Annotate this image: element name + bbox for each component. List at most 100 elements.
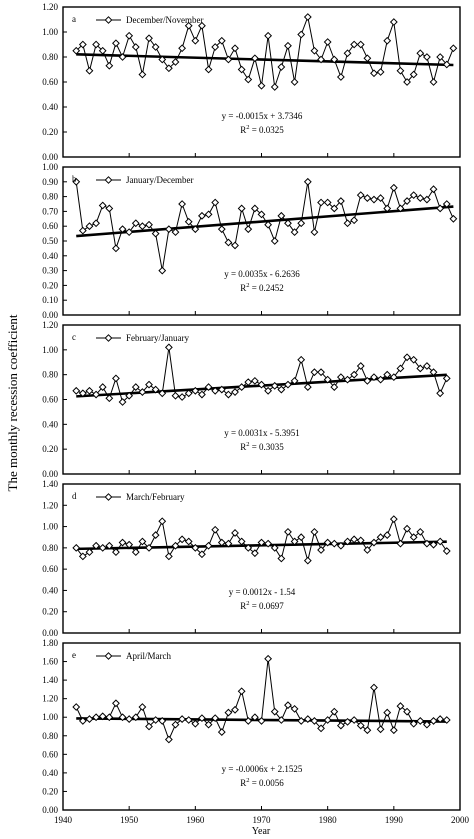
y-tick-label: 1.20 bbox=[42, 500, 58, 510]
y-tick-label: 1.00 bbox=[42, 712, 58, 722]
data-point bbox=[376, 375, 385, 384]
panel-letter: e bbox=[72, 650, 76, 660]
data-point bbox=[310, 717, 319, 725]
data-point bbox=[145, 380, 153, 389]
y-tick-label: 0.20 bbox=[42, 127, 58, 137]
data-point bbox=[409, 355, 418, 364]
data-point bbox=[105, 541, 114, 550]
legend-label: December/November bbox=[126, 15, 203, 25]
y-tick-label: 0.80 bbox=[42, 543, 58, 553]
data-point bbox=[198, 211, 206, 220]
r-squared-r: R bbox=[240, 442, 246, 452]
data-point bbox=[244, 75, 253, 84]
data-point bbox=[350, 370, 359, 379]
data-point bbox=[436, 537, 445, 546]
data-point bbox=[217, 225, 226, 234]
data-point bbox=[330, 707, 339, 716]
data-point bbox=[151, 43, 160, 51]
data-point bbox=[323, 716, 332, 724]
data-point bbox=[250, 204, 259, 213]
data-point bbox=[131, 713, 140, 722]
data-point bbox=[131, 43, 140, 51]
panel-letter: d bbox=[72, 491, 77, 501]
data-point bbox=[297, 533, 306, 542]
y-tick-label: 0.80 bbox=[42, 731, 58, 741]
data-point bbox=[72, 543, 81, 552]
data-point bbox=[343, 49, 352, 58]
data-point bbox=[429, 78, 438, 86]
data-point bbox=[403, 78, 411, 86]
data-point bbox=[383, 531, 392, 539]
data-point bbox=[363, 194, 372, 202]
data-point bbox=[204, 210, 213, 219]
data-point bbox=[217, 385, 226, 394]
data-point bbox=[257, 210, 266, 219]
data-point bbox=[442, 547, 451, 555]
series-line bbox=[75, 658, 447, 741]
data-point bbox=[231, 241, 239, 250]
data-point bbox=[429, 540, 438, 549]
data-point bbox=[436, 204, 445, 213]
data-point bbox=[118, 538, 127, 547]
data-point bbox=[92, 219, 100, 228]
data-point bbox=[125, 31, 134, 40]
data-point bbox=[277, 385, 286, 394]
y-tick-label: 0.00 bbox=[42, 805, 58, 815]
r-squared-value: = 0.3035 bbox=[249, 442, 284, 452]
data-point bbox=[191, 719, 200, 728]
data-point bbox=[270, 543, 279, 552]
y-tick-label: 0.60 bbox=[42, 77, 58, 87]
data-point bbox=[112, 699, 120, 708]
legend-label: April/March bbox=[126, 651, 171, 661]
data-point bbox=[231, 44, 239, 53]
data-point bbox=[164, 64, 173, 73]
r-squared-label: R2 = 0.0697 bbox=[240, 600, 284, 611]
data-point bbox=[105, 61, 114, 70]
legend: April/March bbox=[96, 651, 171, 661]
data-point bbox=[356, 721, 365, 730]
data-point bbox=[184, 21, 193, 30]
r-squared-r: R bbox=[240, 283, 246, 293]
data-point bbox=[409, 191, 418, 200]
data-point bbox=[423, 53, 431, 61]
data-point bbox=[436, 715, 445, 723]
data-point bbox=[184, 537, 193, 546]
y-tick-label: 1.00 bbox=[42, 27, 58, 37]
data-point bbox=[105, 204, 114, 213]
data-point bbox=[343, 375, 352, 384]
data-point bbox=[204, 720, 213, 729]
data-point bbox=[217, 36, 226, 45]
data-point bbox=[403, 197, 411, 205]
data-point bbox=[423, 362, 431, 370]
data-point bbox=[244, 378, 253, 387]
r-squared-exponent: 2 bbox=[246, 282, 249, 289]
data-point bbox=[350, 40, 359, 49]
data-point bbox=[383, 370, 392, 379]
data-point bbox=[198, 21, 206, 30]
data-point bbox=[244, 717, 253, 725]
data-point bbox=[224, 708, 233, 717]
r-squared-label: R2 = 0.3035 bbox=[240, 441, 284, 452]
data-point bbox=[72, 703, 81, 711]
data-point bbox=[237, 383, 246, 391]
data-point bbox=[224, 238, 233, 247]
data-point bbox=[138, 70, 147, 79]
data-point bbox=[270, 83, 279, 91]
legend-marker bbox=[104, 334, 113, 342]
data-point bbox=[284, 219, 292, 228]
data-point bbox=[184, 217, 193, 226]
y-tick-label: 0.40 bbox=[42, 768, 58, 778]
data-point bbox=[257, 81, 266, 90]
data-point bbox=[250, 54, 259, 63]
y-tick-label: 0.20 bbox=[42, 786, 58, 796]
data-point bbox=[290, 228, 299, 237]
data-point bbox=[383, 708, 392, 717]
data-point bbox=[310, 368, 319, 377]
data-point bbox=[336, 197, 345, 205]
data-point bbox=[164, 225, 173, 234]
data-point bbox=[250, 713, 259, 722]
y-tick-label: 0.20 bbox=[42, 607, 58, 617]
panel-d: 0.00 0.20 0.40 0.60 0.80 1.00 1.20 1.40 d March/F… bbox=[42, 479, 461, 638]
data-point bbox=[217, 728, 226, 736]
legend-marker bbox=[104, 493, 113, 501]
